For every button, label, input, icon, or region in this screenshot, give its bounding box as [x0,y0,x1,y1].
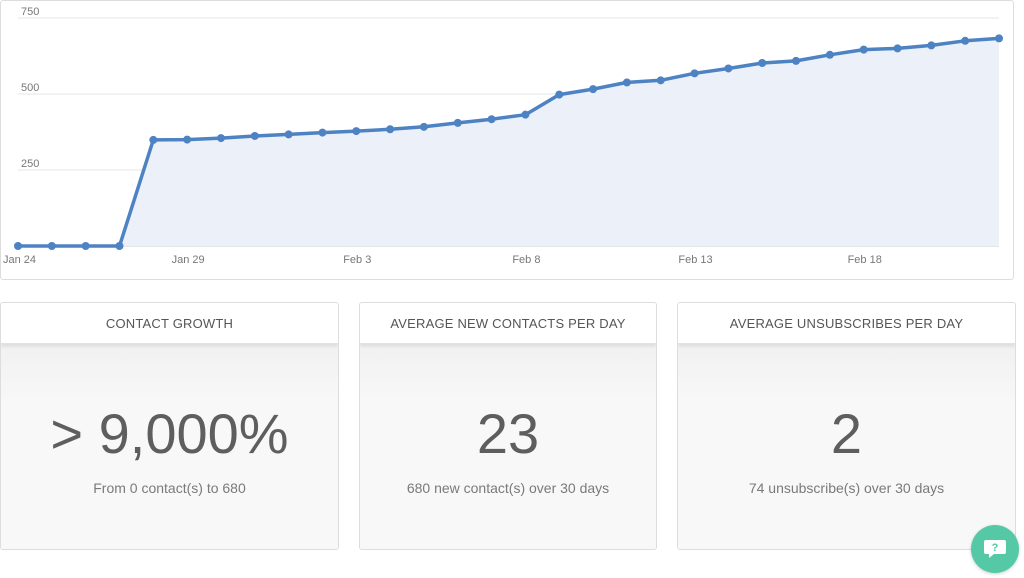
contact-growth-card: CONTACT GROWTH > 9,000% From 0 contact(s… [0,302,339,550]
contact-growth-value: > 9,000% [50,402,289,465]
data-point [14,242,22,250]
data-point [859,45,868,54]
svg-text:?: ? [992,542,999,554]
data-point [690,69,699,78]
data-point [555,90,564,99]
data-point [419,122,428,131]
data-point [386,125,395,134]
data-point [81,242,90,250]
data-point [183,135,192,144]
average-unsubscribes-body: 2 74 unsubscribe(s) over 30 days [678,344,1015,549]
help-chat-icon: ? [984,540,1006,558]
data-point [893,44,902,53]
x-tick-label: Jan 24 [3,254,36,266]
data-point [792,56,801,65]
average-new-contacts-subtitle: 680 new contact(s) over 30 days [406,480,610,496]
data-point [149,135,158,144]
contact-growth-chart: 250 500 750 Jan 24 Jan 29 Feb 3 Feb 8 Feb 13 Fe… [3,6,1003,266]
help-chat-button[interactable]: ? [971,525,1019,573]
data-point [758,58,767,67]
y-tick-label: 250 [21,158,39,170]
average-unsubscribes-title: AVERAGE UNSUBSCRIBES PER DAY [678,303,1015,344]
data-point [961,36,970,45]
y-tick-label: 500 [21,82,39,94]
x-tick-label: Jan 29 [172,254,205,266]
average-new-contacts-value: 23 [476,402,540,465]
data-point [724,64,733,73]
average-unsubscribes-card: AVERAGE UNSUBSCRIBES PER DAY 2 74 unsubs… [677,302,1016,550]
x-tick-label: Feb 18 [848,254,882,266]
x-tick-label: Feb 3 [343,254,371,266]
x-tick-label: Feb 13 [678,254,712,266]
data-point [927,41,936,50]
data-point [656,76,665,85]
average-new-contacts-card: AVERAGE NEW CONTACTS PER DAY 23 680 new … [359,302,657,550]
data-point [216,134,225,143]
average-new-contacts-body: 23 680 new contact(s) over 30 days [360,344,656,549]
data-point [115,242,124,250]
data-point [622,78,631,87]
data-point [352,127,361,136]
data-point [589,85,598,94]
data-point [453,118,462,127]
data-point [521,110,530,119]
contact-growth-title: CONTACT GROWTH [1,303,338,344]
series-line [18,36,1000,248]
contact-growth-subtitle: From 0 contact(s) to 680 [93,480,246,496]
data-point [825,50,834,59]
average-unsubscribes-value: 2 [830,402,863,465]
data-point [284,130,293,139]
average-unsubscribes-subtitle: 74 unsubscribe(s) over 30 days [748,480,945,496]
x-tick-label: Feb 8 [512,254,540,266]
series-area [18,38,999,247]
contact-growth-chart-panel: 250 500 750 Jan 24 Jan 29 Feb 3 Feb 8 Feb 13 Fe… [0,0,1014,280]
data-point [487,115,496,124]
data-point [47,242,56,250]
contact-growth-body: > 9,000% From 0 contact(s) to 680 [1,344,338,549]
y-tick-label: 750 [21,6,39,18]
data-point [318,128,327,137]
average-new-contacts-title: AVERAGE NEW CONTACTS PER DAY [360,303,656,344]
data-point [250,131,259,140]
data-point [995,34,1003,43]
